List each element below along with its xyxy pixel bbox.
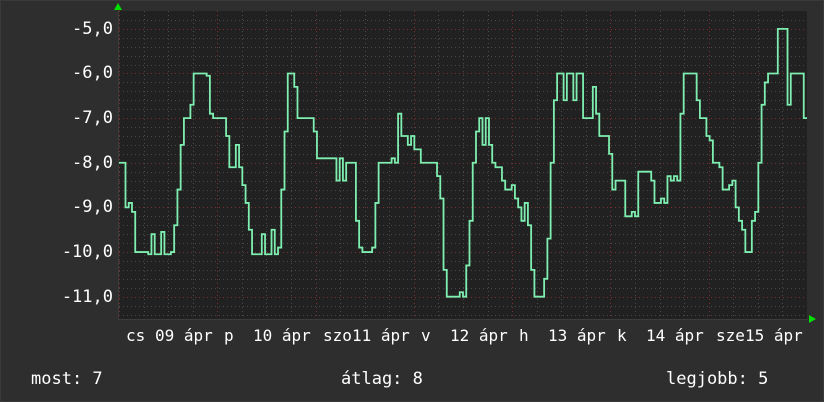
x-axis-tick-label: h bbox=[519, 326, 529, 345]
axis-up-arrow-icon bbox=[114, 3, 122, 10]
x-axis-tick-label: sze bbox=[716, 326, 745, 345]
x-axis-line bbox=[118, 319, 808, 320]
x-axis-tick-label: 11 ápr bbox=[352, 326, 410, 345]
stat-average: átlag: 8 bbox=[341, 369, 423, 389]
stat-current: most: 7 bbox=[31, 369, 103, 389]
y-axis-tick-label: -5,0 bbox=[72, 18, 113, 39]
plot-area bbox=[119, 11, 807, 319]
x-axis-tick-label: 09 ápr bbox=[155, 326, 213, 345]
y-axis-tick-label: -8,0 bbox=[72, 152, 113, 173]
x-axis-tick-label: cs bbox=[126, 326, 146, 345]
x-axis-tick-label: 10 ápr bbox=[253, 326, 311, 345]
x-axis-tick-labels: cs 09 ápr p 10 ápr szo 11 ápr v 12 ápr h 13 ápr k 1… bbox=[1, 326, 824, 348]
x-axis-tick-label: 15 ápr bbox=[745, 326, 803, 345]
x-axis-tick-label: 12 ápr bbox=[450, 326, 508, 345]
x-axis-tick-label: 13 ápr bbox=[548, 326, 606, 345]
y-axis-tick-label: -7,0 bbox=[72, 108, 113, 129]
y-axis-tick-label: -10,0 bbox=[61, 242, 113, 263]
y-axis-line bbox=[118, 11, 119, 320]
y-axis-tick-label: -6,0 bbox=[72, 63, 113, 84]
data-line-chart bbox=[119, 27, 807, 298]
stat-best: legjobb: 5 bbox=[666, 369, 769, 389]
x-axis-tick-label: v bbox=[421, 326, 431, 345]
x-axis-tick-label: 14 ápr bbox=[646, 326, 704, 345]
x-axis-tick-label: szo bbox=[323, 326, 352, 345]
y-axis-tick-label: -11,0 bbox=[61, 286, 113, 307]
footer-stats: most: 7 átlag: 8 legjobb: 5 bbox=[1, 359, 824, 399]
y-axis-tick-labels: -5,0 -6,0 -7,0 -8,0 -9,0 -10,0 -11,0 bbox=[1, 1, 113, 331]
x-axis-tick-label: k bbox=[617, 326, 627, 345]
x-axis-tick-label: p bbox=[224, 326, 234, 345]
y-axis-tick-label: -9,0 bbox=[72, 197, 113, 218]
axis-right-arrow-icon bbox=[809, 315, 816, 323]
data-series-line bbox=[119, 27, 807, 298]
